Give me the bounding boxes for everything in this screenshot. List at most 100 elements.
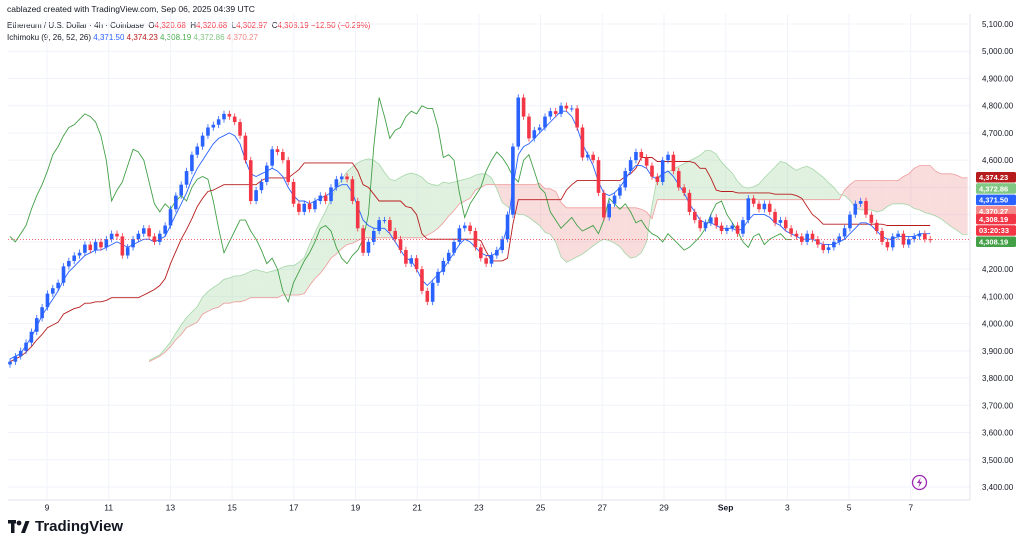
cloud-segment (325, 198, 331, 267)
candle-body (323, 195, 328, 202)
cloud-segment (309, 233, 315, 286)
cloud-segment (432, 184, 438, 233)
cloud-segment (593, 207, 599, 246)
cloud-segment (427, 182, 433, 236)
candle-body (446, 252, 451, 261)
candle-body (773, 211, 777, 223)
cloud-segment (395, 177, 401, 238)
candle-body (842, 228, 847, 237)
candle-body (34, 318, 39, 332)
candle-body (853, 203, 858, 215)
candle-body (99, 241, 103, 248)
candle-body (521, 97, 526, 117)
indicator-lead1: 4,372.86 (193, 33, 225, 42)
candle-body (334, 179, 339, 188)
candle-body (291, 181, 296, 204)
cloud-segment (796, 167, 802, 200)
candle-body (232, 116, 237, 123)
cloud-segment (416, 174, 422, 238)
candle-body (77, 252, 82, 256)
cloud-segment (630, 207, 636, 259)
price-label: 4,371.50 (976, 194, 1016, 206)
candle-body (313, 201, 317, 210)
candle-body (51, 288, 55, 294)
candle-body (719, 225, 724, 231)
time-tick-label: 11 (104, 502, 113, 512)
candle-body (548, 111, 553, 117)
candle-body (527, 116, 531, 139)
cloud-segment (689, 158, 695, 200)
candle-body (746, 198, 751, 221)
candle-body (136, 233, 141, 240)
candle-body (372, 230, 376, 242)
price-tick-label: 4,900.00 (982, 74, 1014, 83)
candle-body (248, 160, 253, 202)
candle-body (355, 201, 360, 229)
candle-body (778, 220, 783, 223)
brand-name: TradingView (35, 518, 124, 535)
indicator-name[interactable]: Ichimoku (9, 26, 52, 26) (7, 33, 92, 42)
candle-body (468, 225, 472, 231)
price-tick-label: 3,900.00 (982, 347, 1014, 356)
candle-body (623, 171, 628, 188)
candle-body (505, 214, 510, 240)
candle-body (115, 233, 119, 237)
candle-body (393, 230, 397, 240)
cloud-segment (700, 150, 706, 200)
cloud-segment (272, 269, 278, 298)
time-tick-label: 25 (536, 502, 546, 512)
cloud-segment (780, 161, 786, 200)
candle-body (302, 203, 307, 212)
price-tick-label: 4,000.00 (982, 320, 1014, 329)
time-tick-label: 7 (908, 502, 913, 512)
candle-body (639, 152, 644, 158)
candle-body (783, 220, 788, 229)
cloud-segment (224, 277, 230, 304)
price-axis: 5,100.00 5,000.00 4,900.00 4,800.00 4,700.00… (982, 20, 1014, 492)
cloud-segment (545, 188, 551, 235)
candle-body (61, 266, 66, 283)
price-tick-label: 4,100.00 (982, 292, 1014, 301)
candle-body (484, 258, 488, 264)
candle-body (93, 241, 98, 251)
candle-body (858, 201, 863, 204)
tradingview-brand[interactable]: TradingView (8, 518, 123, 535)
price-tick-label: 3,700.00 (982, 401, 1014, 410)
cloud-segment (587, 207, 594, 251)
candle-body (543, 116, 547, 128)
candle-body (125, 247, 130, 256)
price-label: 4,372.86 (976, 183, 1016, 194)
ohlc-change: −12.50 (−0.29%) (310, 21, 371, 30)
time-tick-label: 9 (45, 502, 50, 512)
candle-body (366, 241, 371, 253)
candle-body (912, 236, 916, 240)
candle-body (473, 230, 478, 248)
cloud-segment (250, 269, 257, 298)
candle-body (618, 187, 622, 196)
cloud-segment (175, 324, 182, 340)
time-axis: 9 11 13 15 17 19 21 23 25 27 29 Sep 3 5 7 (45, 502, 914, 512)
candle-body (8, 361, 12, 365)
cloud-segment (218, 279, 224, 308)
cloud-segment (914, 165, 920, 210)
candle-body (666, 154, 670, 161)
candle-body (270, 149, 274, 166)
compare-symbol-icon[interactable] (911, 474, 928, 491)
conversion-line (9, 110, 931, 360)
price-label: 4,308.19 (976, 213, 1016, 225)
candle-body (628, 160, 633, 172)
cloud-segment (823, 177, 829, 200)
cloud-segment (443, 181, 449, 223)
cloud-segment (930, 165, 936, 217)
cloud-segment (817, 173, 824, 200)
candle-body (923, 233, 927, 240)
candle-body (687, 192, 692, 212)
cloud-segment (298, 257, 305, 295)
symbol-name[interactable]: Ethereum / U.S. Dollar · 4h · Coinbase (7, 21, 144, 30)
candle-body (564, 105, 569, 109)
candle-body (152, 236, 157, 242)
candle-body (735, 225, 740, 234)
cloud-segment (314, 221, 321, 279)
cloud-segment (924, 165, 931, 214)
